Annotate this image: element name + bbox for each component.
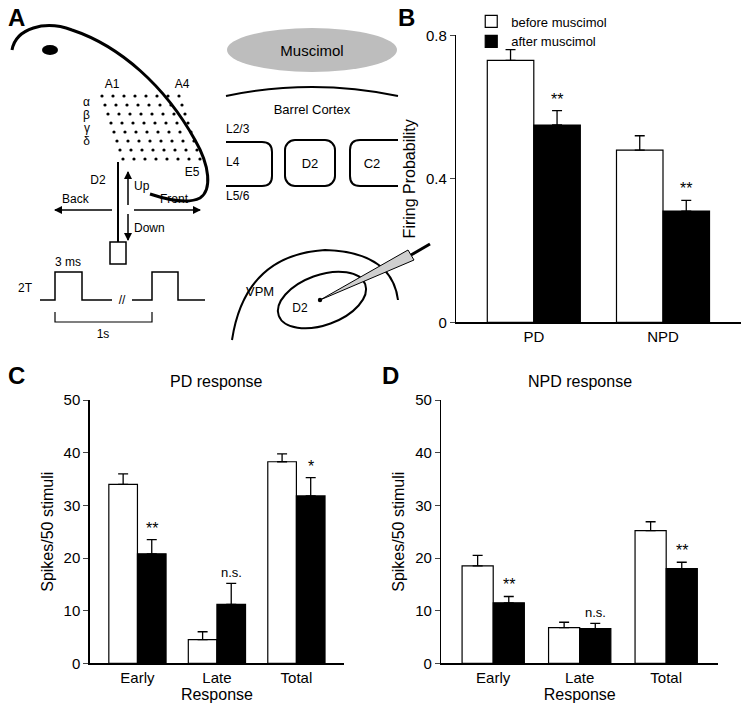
svg-text:D2: D2	[302, 156, 319, 171]
svg-text:Muscimol: Muscimol	[280, 42, 343, 59]
svg-text:L4: L4	[226, 155, 240, 169]
svg-text:Back: Back	[62, 192, 90, 206]
svg-text:A1: A1	[105, 77, 120, 91]
svg-text:Front: Front	[160, 192, 189, 206]
svg-text:*: *	[308, 458, 314, 475]
svg-text:Late: Late	[565, 669, 594, 686]
svg-text:40: 40	[64, 444, 81, 461]
svg-text:Response: Response	[181, 686, 253, 703]
svg-text:20: 20	[415, 549, 432, 566]
svg-text:Total: Total	[650, 669, 682, 686]
svg-text:A4: A4	[175, 77, 190, 91]
svg-text:C2: C2	[364, 156, 381, 171]
svg-text:**: **	[146, 520, 158, 537]
svg-text:50: 50	[415, 391, 432, 408]
svg-text:40: 40	[415, 444, 432, 461]
svg-text:0.8: 0.8	[426, 27, 447, 44]
svg-text:Up: Up	[134, 179, 150, 193]
svg-text:α: α	[83, 95, 90, 109]
svg-text:**: **	[551, 91, 563, 108]
svg-text:L2/3: L2/3	[226, 122, 250, 136]
html-text:D: D	[382, 362, 400, 389]
svg-text:**: **	[503, 576, 515, 593]
svg-text:0: 0	[423, 655, 431, 672]
svg-text:30: 30	[64, 497, 81, 514]
svg-text:0: 0	[438, 314, 446, 331]
svg-text:before muscimol: before muscimol	[511, 15, 606, 30]
svg-text:0: 0	[72, 655, 80, 672]
svg-text:30: 30	[415, 497, 432, 514]
svg-text:VPM: VPM	[246, 284, 274, 299]
svg-text:20: 20	[64, 549, 81, 566]
svg-text:L5/6: L5/6	[226, 189, 250, 203]
svg-text:after muscimol: after muscimol	[511, 34, 596, 49]
svg-text:NPD response: NPD response	[528, 373, 632, 390]
svg-text:50: 50	[64, 391, 81, 408]
svg-text:E5: E5	[185, 165, 200, 179]
svg-text://: //	[119, 293, 126, 307]
svg-text:Barrel Cortex: Barrel Cortex	[274, 102, 351, 117]
svg-text:Firing Probability: Firing Probability	[401, 119, 418, 238]
svg-text:D2: D2	[292, 301, 308, 315]
svg-text:0.4: 0.4	[426, 170, 447, 187]
svg-text:2T: 2T	[18, 281, 33, 295]
svg-text:PD: PD	[523, 328, 544, 345]
html-text:C: C	[8, 362, 26, 389]
svg-text:Down: Down	[134, 221, 165, 235]
svg-text:10: 10	[415, 602, 432, 619]
svg-text:Spikes/50 stimuli: Spikes/50 stimuli	[390, 472, 407, 592]
svg-text:n.s.: n.s.	[221, 565, 242, 580]
html-text:A: A	[8, 4, 26, 31]
svg-text:n.s.: n.s.	[585, 605, 606, 620]
svg-text:γ: γ	[84, 121, 90, 135]
svg-text:1s: 1s	[97, 327, 110, 341]
svg-text:10: 10	[64, 602, 81, 619]
svg-text:Early: Early	[120, 669, 155, 686]
svg-text:D2: D2	[90, 173, 106, 187]
svg-text:NPD: NPD	[647, 328, 679, 345]
svg-text:3 ms: 3 ms	[55, 255, 81, 269]
svg-text:Late: Late	[202, 669, 231, 686]
svg-text:Total: Total	[281, 669, 313, 686]
html-text:B: B	[398, 4, 416, 31]
svg-text:**: **	[676, 542, 688, 559]
svg-text:δ: δ	[83, 134, 90, 148]
svg-text:Early: Early	[476, 669, 511, 686]
svg-text:Spikes/50 stimuli: Spikes/50 stimuli	[39, 472, 56, 592]
svg-text:**: **	[680, 180, 692, 197]
svg-text:PD response: PD response	[170, 373, 263, 390]
svg-text:Response: Response	[544, 686, 616, 703]
svg-text:β: β	[83, 108, 90, 122]
